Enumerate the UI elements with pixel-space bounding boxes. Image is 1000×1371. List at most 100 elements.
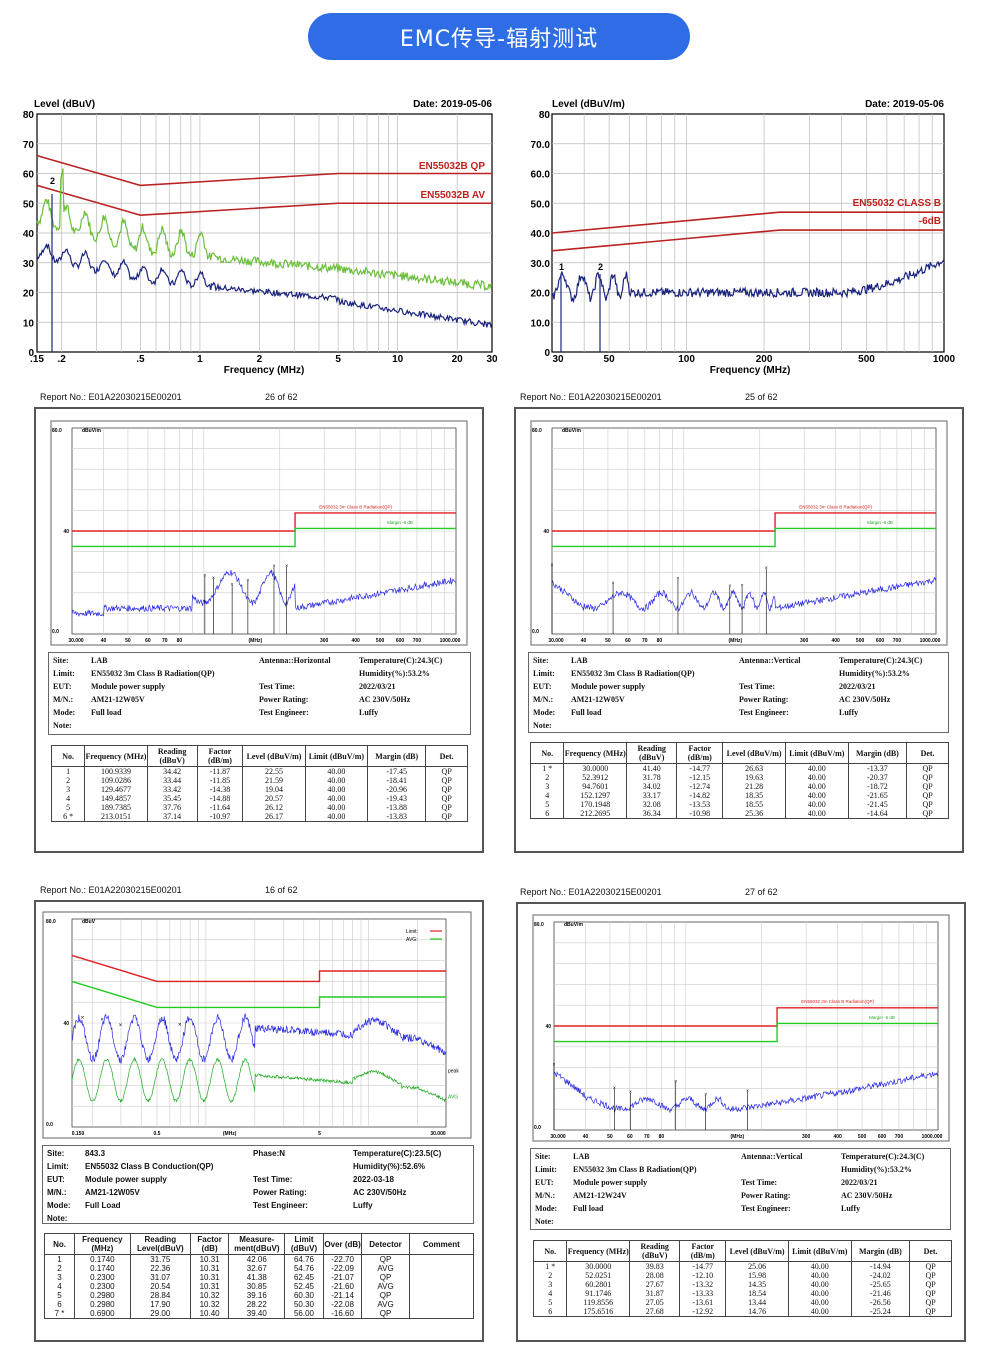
table-header: Level (dBuV/m) (725, 1240, 789, 1262)
x-tick: 80 (657, 638, 663, 644)
limit-line (72, 512, 456, 532)
y-tick: 50.0 (531, 199, 551, 210)
table-cell: 25.36 (722, 809, 786, 819)
table-row: 1 * 30.0000 41.40 -14.77 26.63 40.00 -13.37 QP (529, 763, 949, 773)
table-cell: 31.87 (629, 1289, 681, 1298)
table-row: 3 60.2801 27.67 -13.32 14.35 40.00 -25.65 QP (532, 1280, 952, 1289)
table-cell: 31.07 (129, 1273, 191, 1282)
table-cell: 25.06 (725, 1261, 789, 1271)
table-row: 5 189.7385 37.76 -11.64 26.12 40.00 -13.88 QP (50, 803, 468, 812)
y-tick: 0.0 (46, 1122, 53, 1128)
table-row: 5 170.1948 32.08 -13.53 18.55 40.00 -21.45 QP (529, 800, 949, 809)
table-cell: 91.1746 (566, 1289, 631, 1298)
table-cell: -13.88 (367, 803, 427, 812)
table-cell: 149.4857 (84, 794, 148, 803)
table-cell: 10.31 (189, 1254, 230, 1264)
table-row: 3 94.7601 34.02 -12.74 21.28 40.00 -18.72 QP (529, 782, 949, 791)
y-tick: 70.0 (531, 140, 551, 151)
table-cell (408, 1282, 475, 1291)
x-tick: 600 (878, 1134, 887, 1140)
table-header: Reading (dBuV) (146, 745, 198, 767)
info-eut-3: 2022/03/21 (841, 1178, 878, 1187)
info-note-0: Note: (47, 1214, 68, 1223)
table-cell: 60.30 (284, 1291, 324, 1300)
x-tick: 1 (197, 354, 203, 365)
table-cell: QP (906, 773, 949, 782)
table-header: Reading (dBuV) (626, 742, 678, 764)
x-tick: 500 (858, 1134, 867, 1140)
x-tick: 500 (376, 638, 385, 644)
info-note-0: Note: (533, 721, 552, 730)
table-cell: 40.00 (304, 766, 369, 776)
av-limit-label: EN55032B AV (421, 190, 486, 201)
table-cell: 1 (43, 1254, 76, 1264)
x-tick: 30 (552, 354, 564, 365)
table-cell: QP (906, 782, 949, 791)
table-cell: 28.84 (129, 1291, 191, 1300)
marker-label: × (203, 573, 206, 579)
table-header: Factor (dB) (189, 1233, 230, 1255)
unit-label: dBuV/m (82, 428, 101, 434)
info-site-2: Antenna::Vertical (739, 656, 801, 665)
info-site-4: Temperature(C):24.3(C) (839, 656, 923, 665)
table-cell: 27.05 (629, 1298, 681, 1307)
unit-label: dBuV/m (562, 428, 581, 434)
table-cell: -21.14 (322, 1291, 363, 1300)
x-tick: .5 (136, 354, 145, 365)
table-row: 3 129.4677 33.42 -14.38 19.04 40.00 -20.96 QP (50, 785, 468, 794)
table-cell: 34.42 (146, 766, 198, 776)
marker-label: × (285, 564, 288, 570)
table-cell: 10.31 (189, 1273, 230, 1282)
x-tick: 1000 (933, 354, 956, 365)
info-note-0: Note: (53, 721, 72, 730)
table-cell: -14.64 (847, 809, 908, 819)
y-axis-label: Level (dBuV) (34, 99, 95, 110)
x-tick: 0.5 (154, 1131, 161, 1137)
table-cell: 34.02 (626, 782, 678, 791)
av-trace (36, 243, 493, 329)
info-eut-1: Module power supply (85, 1175, 167, 1184)
table-cell: -21.65 (847, 791, 908, 800)
x-tick: 80 (659, 1134, 665, 1140)
x-tick: 40 (101, 638, 107, 644)
x-tick: 60 (625, 638, 631, 644)
table-cell: QP (906, 763, 949, 773)
table-cell: 212.2695 (563, 809, 628, 819)
table-cell: QP (361, 1309, 410, 1319)
x-axis-label: Frequency (MHz) (224, 365, 305, 376)
info-site-1: LAB (573, 1152, 590, 1161)
legend-limit: Limit: (406, 929, 418, 935)
info-eut-1: Module power supply (573, 1178, 648, 1187)
table-cell: AVG (361, 1282, 410, 1291)
table-cell: 6 (529, 809, 565, 819)
table-row: 6 0.2980 17.90 10.32 28.22 50.30 -22.08 AVG (43, 1300, 475, 1309)
table-row: 3 0.2300 31.07 10.31 41.38 62.45 -21.07 QP (43, 1273, 475, 1282)
table-cell: 13.44 (725, 1298, 789, 1307)
marker-label: × (100, 1017, 104, 1023)
table-header: Factor (dB/m) (679, 1240, 727, 1262)
table-cell: -20.37 (847, 773, 908, 782)
table-cell: 0.2300 (74, 1282, 131, 1291)
table-header: Factor (dB/m) (196, 745, 244, 767)
table-cell: 40.00 (784, 800, 849, 809)
info-mn-2: Power Rating: (259, 695, 309, 704)
info-limit-0: Limit: (47, 1162, 69, 1171)
table-cell: 6 * (50, 812, 86, 822)
y-tick: 40 (23, 229, 35, 240)
table-cell: 40.00 (304, 803, 369, 812)
x-tick: 700 (895, 1134, 904, 1140)
x-tick: .2 (58, 354, 67, 365)
x-tick: 80 (177, 638, 183, 644)
table-cell: QP (425, 785, 468, 794)
x-tick: 400 (351, 638, 360, 644)
table-cell: 0.2300 (74, 1273, 131, 1282)
info-site-2: Antenna::Vertical (741, 1152, 803, 1161)
table-header: Limit (dBuV/m) (784, 742, 849, 764)
info-mode-0: Mode: (533, 708, 556, 717)
info-eut-0: EUT: (53, 682, 72, 691)
page-banner: EMC传导-辐射测试 (308, 13, 690, 60)
info-limit-1: EN55032 3m Class B Radiation(QP) (91, 669, 215, 678)
marker-label: × (676, 576, 679, 582)
x-tick: 40 (581, 638, 587, 644)
table-cell: 18.35 (722, 791, 786, 800)
